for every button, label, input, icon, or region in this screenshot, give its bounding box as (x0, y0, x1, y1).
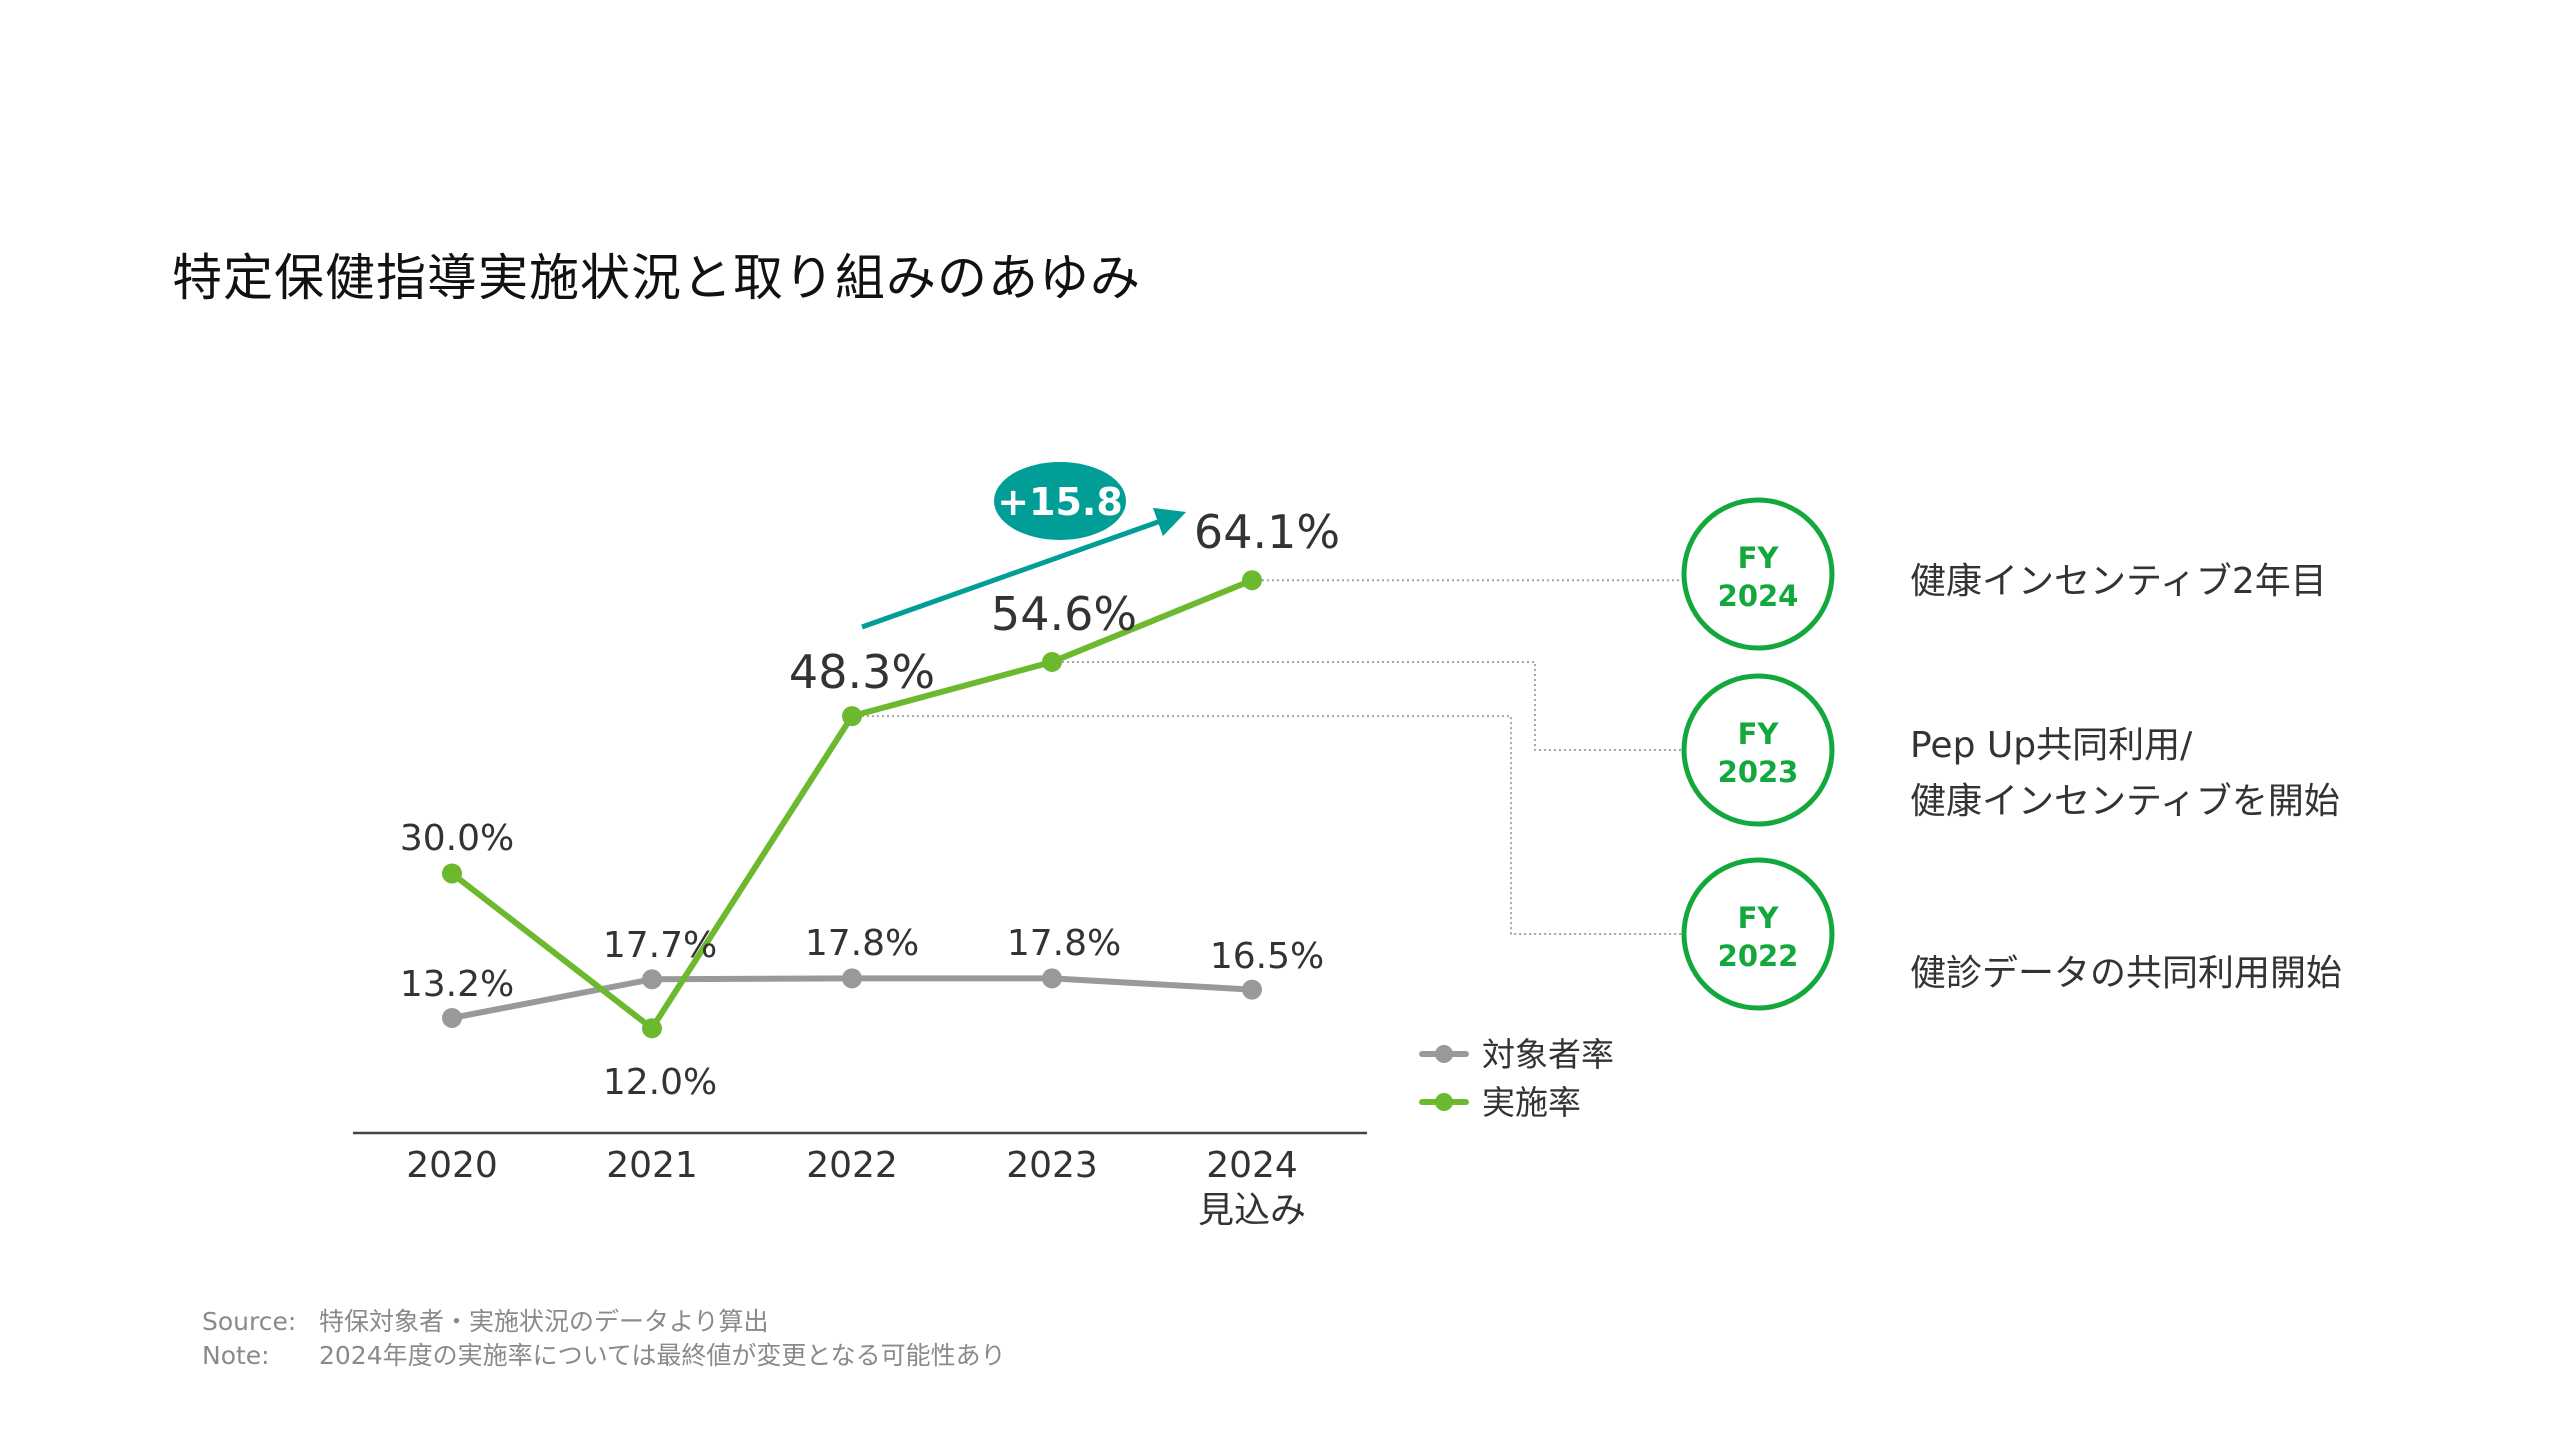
milestone-year-label: 2024 (1718, 579, 1799, 613)
connector-line-fy2022 (852, 715, 1684, 935)
data-point-implementation-rate (442, 863, 462, 884)
increase-badge-text: +15.8 (997, 480, 1123, 524)
milestone-line: Pep Up共同利用/ (1910, 725, 2193, 766)
milestone-circle-fy2023 (1681, 673, 1835, 827)
milestone-fy-label: FY (1738, 717, 1780, 751)
x-tick-sublabel: 見込み (1198, 1190, 1306, 1231)
footnote-text: 特保対象者・実施状況のデータより算出 (319, 1307, 769, 1336)
legend-marker (1435, 1093, 1453, 1111)
data-point-target-rate (842, 968, 862, 989)
milestone-fy-label: FY (1738, 901, 1780, 935)
milestone-text-fy2024: 健康インセンティブ2年目 (1910, 554, 2327, 610)
connector-line-fy2023 (1052, 660, 1684, 751)
milestone-year-label: 2022 (1718, 939, 1799, 973)
data-labels-layer: 13.2% 17.7% 17.8% 17.8% 16.5% 30.0% 12.0% 48.3%… (400, 505, 1340, 1103)
data-point-target-rate (1242, 979, 1262, 1000)
footnote-note: Note: 2024年度の実施率については最終値が変更となる可能性あり (202, 1336, 1006, 1372)
milestone-circles: FY 2024 FY 2023 FY 2022 (1681, 497, 1835, 1011)
data-label-target-rate: 17.8% (805, 923, 919, 964)
data-label-target-rate: 13.2% (400, 964, 514, 1005)
data-label-implementation-rate: 12.0% (603, 1062, 717, 1103)
milestone-year-label: 2023 (1718, 755, 1799, 789)
data-point-target-rate (442, 1007, 462, 1028)
x-tick-label: 2023 (1006, 1145, 1098, 1186)
data-point-implementation-rate (1042, 651, 1062, 672)
data-point-implementation-rate (642, 1018, 662, 1039)
data-label-implementation-rate: 64.1% (1194, 505, 1340, 559)
footnote-source: Source: 特保対象者・実施状況のデータより算出 (202, 1302, 769, 1338)
data-label-implementation-rate: 48.3% (789, 645, 935, 699)
footnote-key: Note: (202, 1341, 270, 1370)
data-point-implementation-rate (842, 706, 862, 727)
annotation-layer: +15.8 (861, 462, 1187, 630)
increase-badge (994, 462, 1126, 540)
page-title: 特定保健指導実施状況と取り組みのあゆみ (172, 249, 1141, 307)
data-point-implementation-rate (1242, 570, 1262, 591)
x-tick-label: 2020 (406, 1145, 498, 1186)
milestone-line: 健康インセンティブ2年目 (1910, 561, 2327, 602)
series-layer (442, 570, 1262, 1039)
milestone-circle-fy2024 (1681, 497, 1835, 651)
legend-marker (1435, 1045, 1453, 1063)
footnote-text: 2024年度の実施率については最終値が変更となる可能性あり (319, 1341, 1006, 1370)
increase-arrow (861, 507, 1187, 630)
data-point-target-rate (1042, 968, 1062, 989)
x-tick-label: 2021 (606, 1145, 698, 1186)
milestone-fy-label: FY (1738, 541, 1780, 575)
legend-label: 実施率 (1482, 1083, 1581, 1122)
data-label-target-rate: 17.7% (603, 925, 717, 966)
footnote-key: Source: (202, 1307, 297, 1336)
data-label-target-rate: 17.8% (1007, 923, 1121, 964)
milestone-text-fy2023: Pep Up共同利用/ 健康インセンティブを開始 (1910, 718, 2340, 830)
data-label-implementation-rate: 30.0% (400, 818, 514, 859)
x-tick-label: 2024 (1206, 1145, 1298, 1186)
data-label-implementation-rate: 54.6% (991, 587, 1137, 641)
data-point-target-rate (642, 969, 662, 990)
milestone-line: 健康インセンティブを開始 (1910, 781, 2340, 822)
milestone-line: 健診データの共同利用開始 (1910, 953, 2343, 994)
milestone-connectors (852, 579, 1684, 935)
x-tick-label: 2022 (806, 1145, 898, 1186)
milestone-circle-fy2022 (1681, 857, 1835, 1011)
milestone-text-fy2022: 健診データの共同利用開始 (1910, 946, 2342, 1002)
data-label-target-rate: 16.5% (1210, 936, 1324, 977)
legend-label: 対象者率 (1482, 1035, 1614, 1074)
